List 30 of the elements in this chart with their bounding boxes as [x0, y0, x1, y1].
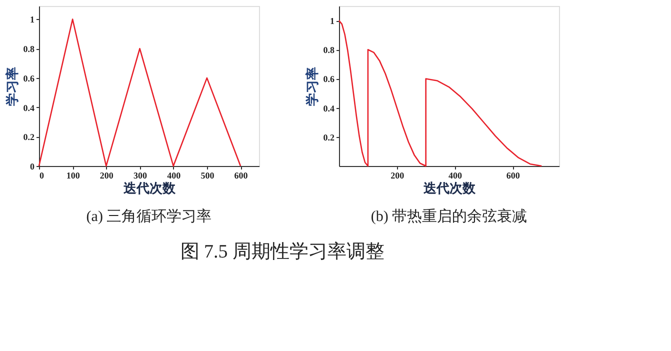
y-tick-label: 0.4 [23, 102, 35, 113]
y-tick-label: 0.8 [323, 45, 335, 56]
x-tick-label: 400 [448, 170, 463, 180]
y-tick-label: 0.2 [23, 132, 35, 142]
x-tick-label: 300 [134, 170, 148, 180]
y-tick-label: 1 [30, 14, 35, 25]
y-tick-label: 0.2 [323, 132, 335, 142]
y-tick-label: 0.6 [323, 74, 335, 84]
text: (a) 三角循环学习率 [86, 208, 212, 225]
x-tick-label: 600 [234, 170, 248, 180]
y-tick-label: 0 [30, 162, 35, 172]
x-tick-label: 500 [200, 170, 215, 180]
caption: 图 7.5 周期性学习率调整 [180, 240, 384, 262]
y-tick-label: 0.8 [23, 44, 35, 54]
x-tick-label: 200 [390, 170, 405, 180]
y-tick-label: 0.4 [323, 103, 335, 114]
y-axis-title: 学习率 [4, 67, 20, 106]
x-tick-label: 600 [506, 170, 520, 180]
line-series [338, 20, 542, 167]
y-axis-title: 学习率 [304, 67, 320, 106]
line-series [38, 18, 242, 167]
x-tick-label: 100 [66, 170, 80, 180]
x-axis-title: 迭代次数 [422, 180, 476, 196]
x-tick-label: 0 [40, 170, 44, 180]
y-tick-label: 0.6 [23, 73, 35, 84]
x-axis-title: 迭代次数 [122, 180, 176, 196]
text: (b) 带热重启的余弦衰减 [370, 208, 528, 225]
y-tick-label: 1 [330, 16, 335, 26]
x-tick-label: 200 [100, 170, 114, 180]
x-tick-label: 400 [167, 170, 182, 180]
